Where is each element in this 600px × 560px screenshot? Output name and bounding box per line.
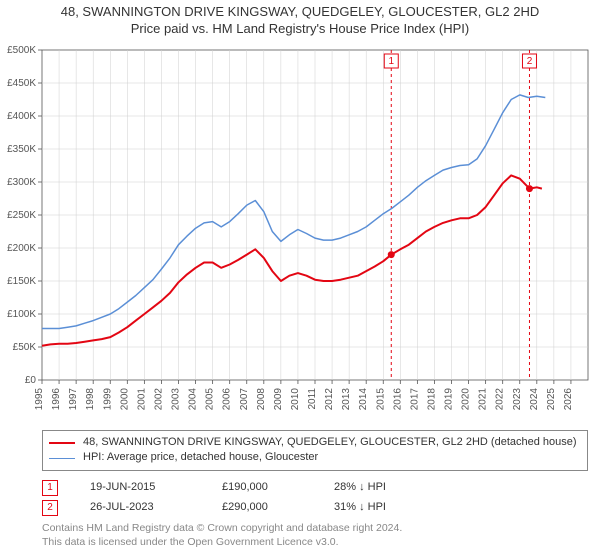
y-tick-label: £500K — [7, 45, 36, 56]
x-tick-label: 2020 — [461, 388, 472, 411]
marker-row-delta: 28% ↓ HPI — [334, 478, 386, 498]
y-tick-label: £350K — [7, 144, 36, 155]
y-tick-label: £50K — [13, 342, 37, 353]
x-tick-label: 2016 — [392, 388, 403, 411]
x-tick-label: 2024 — [529, 388, 540, 411]
y-tick-label: £250K — [7, 210, 36, 221]
x-tick-label: 2021 — [478, 388, 489, 411]
x-tick-label: 2007 — [239, 388, 250, 411]
y-tick-label: £100K — [7, 309, 36, 320]
x-tick-label: 2019 — [444, 388, 455, 411]
x-tick-label: 2001 — [136, 388, 147, 411]
x-tick-label: 2018 — [426, 388, 437, 411]
footer-line-1: Contains HM Land Registry data © Crown c… — [42, 522, 402, 536]
legend: 48, SWANNINGTON DRIVE KINGSWAY, QUEDGELE… — [42, 430, 588, 471]
x-tick-label: 2017 — [409, 388, 420, 411]
x-tick-label: 2005 — [205, 388, 216, 411]
chart-area: £0 £50K £100K £150K £200K £250K £300K £350K £400… — [0, 42, 600, 422]
x-tick-label: 2009 — [273, 388, 284, 411]
x-tick-label: 2025 — [546, 388, 557, 411]
legend-row: HPI: Average price, detached house, Glou… — [49, 450, 581, 465]
y-tick-label: £300K — [7, 177, 36, 188]
x-tick-label: 2002 — [153, 388, 164, 411]
y-tick-label: £450K — [7, 78, 36, 89]
line-chart-svg: £0 £50K £100K £150K £200K £250K £300K £350K £400… — [0, 42, 600, 422]
y-tick-label: £150K — [7, 276, 36, 287]
x-tick-label: 1999 — [102, 388, 113, 411]
marker-table: 1 19-JUN-2015 £190,000 28% ↓ HPI 2 26-JUL-202… — [42, 478, 588, 518]
marker-row-badge: 2 — [42, 500, 58, 516]
marker-badge-label: 1 — [388, 56, 394, 67]
x-tick-label: 2014 — [358, 388, 369, 411]
marker-row-badge: 1 — [42, 480, 58, 496]
x-tick-label: 2015 — [375, 388, 386, 411]
marker-row: 2 26-JUL-2023 £290,000 31% ↓ HPI — [42, 498, 588, 518]
y-tick-label: £0 — [25, 375, 37, 386]
footer-line-2: This data is licensed under the Open Gov… — [42, 536, 402, 550]
x-tick-label: 2026 — [563, 388, 574, 411]
x-tick-label: 1996 — [51, 388, 62, 411]
x-tick-label: 1998 — [85, 388, 96, 411]
x-tick-label: 2013 — [341, 388, 352, 411]
marker-row-delta: 31% ↓ HPI — [334, 498, 386, 518]
x-tick-label: 2004 — [188, 388, 199, 411]
marker-row-date: 26-JUL-2023 — [90, 498, 190, 518]
legend-label: 48, SWANNINGTON DRIVE KINGSWAY, QUEDGELE… — [83, 435, 577, 450]
legend-swatch — [49, 458, 75, 459]
x-tick-label: 2008 — [256, 388, 267, 411]
legend-swatch — [49, 442, 75, 444]
y-tick-label: £200K — [7, 243, 36, 254]
marker-row-date: 19-JUN-2015 — [90, 478, 190, 498]
legend-row: 48, SWANNINGTON DRIVE KINGSWAY, QUEDGELE… — [49, 435, 581, 450]
x-tick-label: 2011 — [307, 388, 318, 410]
marker-row: 1 19-JUN-2015 £190,000 28% ↓ HPI — [42, 478, 588, 498]
x-tick-label: 1995 — [34, 388, 45, 411]
x-tick-label: 2003 — [171, 388, 182, 411]
x-tick-label: 1997 — [68, 388, 79, 411]
marker-row-price: £290,000 — [222, 498, 302, 518]
x-tick-label: 2000 — [119, 388, 130, 411]
title-line-2: Price paid vs. HM Land Registry's House … — [8, 21, 592, 38]
x-tick-label: 2023 — [512, 388, 523, 411]
x-tick-label: 2006 — [222, 388, 233, 411]
x-tick-label: 2010 — [290, 388, 301, 411]
x-tick-label: 2022 — [495, 388, 506, 411]
footer-attribution: Contains HM Land Registry data © Crown c… — [42, 522, 402, 549]
marker-row-price: £190,000 — [222, 478, 302, 498]
marker-badge-label: 2 — [527, 56, 533, 67]
x-tick-label: 2012 — [324, 388, 335, 411]
y-tick-label: £400K — [7, 111, 36, 122]
title-line-1: 48, SWANNINGTON DRIVE KINGSWAY, QUEDGELE… — [8, 4, 592, 21]
chart-titles: 48, SWANNINGTON DRIVE KINGSWAY, QUEDGELE… — [0, 0, 600, 40]
legend-label: HPI: Average price, detached house, Glou… — [83, 450, 318, 465]
